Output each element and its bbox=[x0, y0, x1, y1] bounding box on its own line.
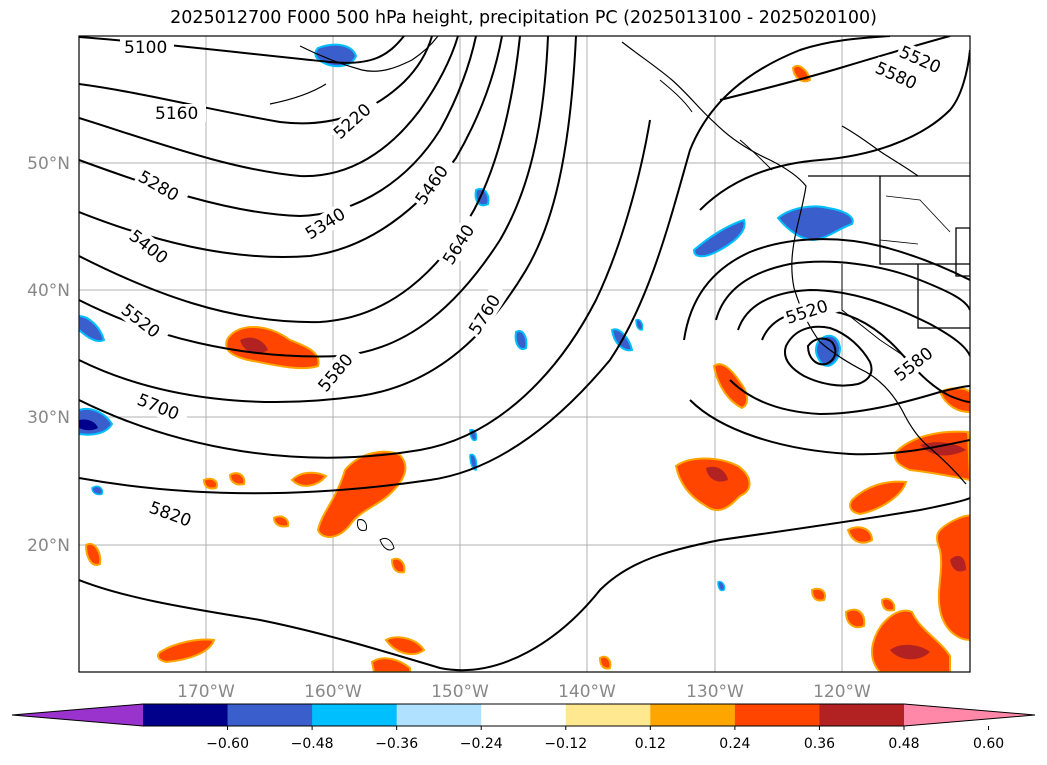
colorbar-swatch bbox=[227, 704, 313, 726]
colorbar-swatch bbox=[481, 704, 567, 726]
colorbar-extend-low bbox=[12, 704, 143, 726]
colorbar-swatch bbox=[565, 704, 651, 726]
political-boundaries bbox=[808, 175, 970, 361]
contour-label: 5100 bbox=[124, 38, 167, 58]
height-contours bbox=[79, 36, 970, 672]
colorbar-swatch bbox=[312, 704, 398, 726]
colorbar-tick-label: 0.48 bbox=[888, 736, 919, 752]
contour-label: 5160 bbox=[155, 104, 198, 124]
graticule bbox=[79, 36, 970, 672]
colorbar-tick-label: −0.36 bbox=[375, 736, 418, 752]
figure-title: 2025012700 F000 500 hPa height, precipit… bbox=[170, 8, 877, 28]
longitude-labels: 170°W 160°W 150°W 140°W 130°W 120°W bbox=[177, 682, 871, 702]
colorbar-swatch bbox=[143, 704, 229, 726]
map-frame bbox=[78, 35, 971, 673]
lon-label-120w: 120°W bbox=[813, 682, 871, 702]
lon-label-160w: 160°W bbox=[304, 682, 362, 702]
lon-label-140w: 140°W bbox=[558, 682, 616, 702]
colorbar-tick-label: −0.48 bbox=[291, 736, 334, 752]
colorbar-tick-label: 0.12 bbox=[635, 736, 666, 752]
colorbar-tick-label: 0.60 bbox=[973, 736, 1004, 752]
lon-label-130w: 130°W bbox=[686, 682, 744, 702]
lat-label-50n: 50°N bbox=[27, 154, 70, 174]
latitude-labels: 50°N 40°N 30°N 20°N bbox=[27, 154, 70, 556]
colorbar-tick-label: 0.36 bbox=[804, 736, 835, 752]
colorbar-swatch bbox=[819, 704, 905, 726]
lon-label-150w: 150°W bbox=[431, 682, 489, 702]
colorbar-swatch bbox=[396, 704, 482, 726]
colorbar-tick-label: 0.24 bbox=[719, 736, 750, 752]
colorbar-tick-label: −0.12 bbox=[544, 736, 587, 752]
colorbar-tick-label: −0.60 bbox=[206, 736, 249, 752]
lat-label-20n: 20°N bbox=[27, 536, 70, 556]
lat-label-30n: 30°N bbox=[27, 408, 70, 428]
colorbar-outline bbox=[11, 703, 1036, 727]
lon-label-170w: 170°W bbox=[177, 682, 235, 702]
colorbar-swatch bbox=[734, 704, 820, 726]
map-panel: 5100 5160 5220 5280 5340 5400 5460 5520 … bbox=[79, 36, 970, 672]
lat-label-40n: 40°N bbox=[27, 281, 70, 301]
colorbar: −0.60 −0.48 −0.36 −0.24 −0.12 0.12 0.24 0.36 0.4… bbox=[11, 703, 1036, 752]
colorbar-tick-label: −0.24 bbox=[460, 736, 503, 752]
colorbar-extend-high bbox=[904, 704, 1035, 726]
colorbar-swatch bbox=[650, 704, 736, 726]
